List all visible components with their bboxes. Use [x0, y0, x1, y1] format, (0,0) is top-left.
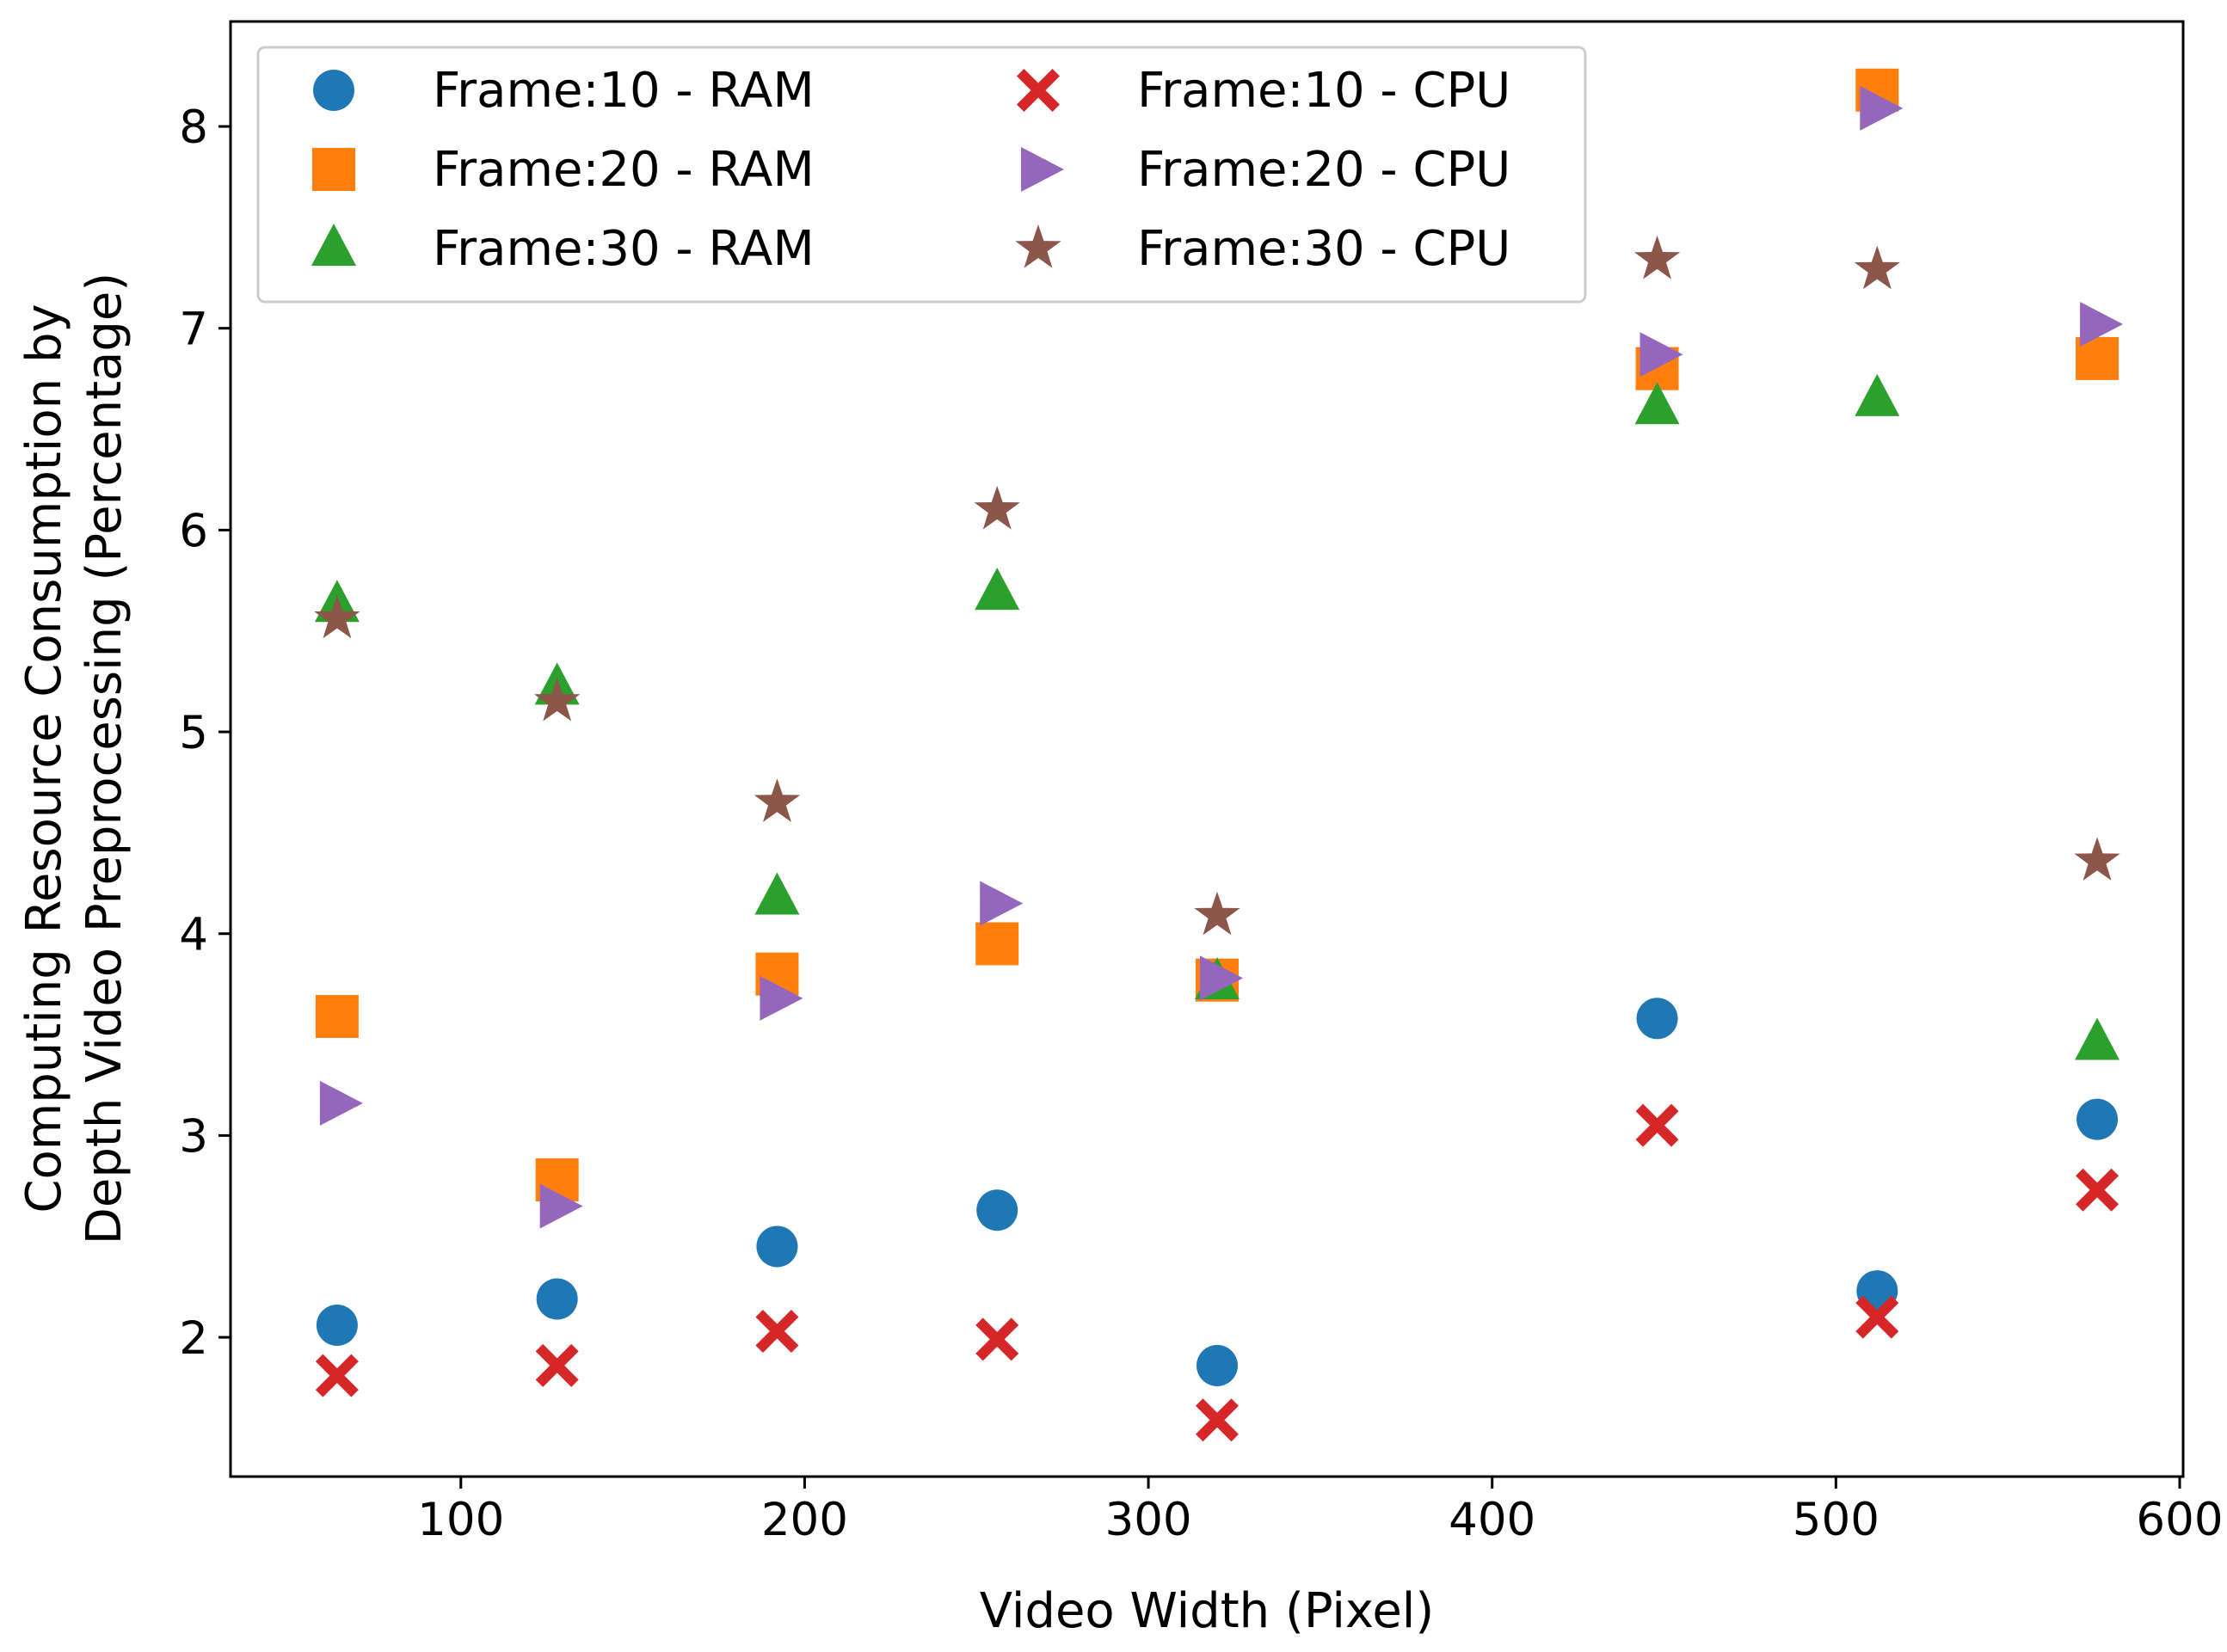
x-tick-label: 500: [1793, 1494, 1879, 1546]
data-point: [760, 975, 803, 1021]
series-frame-30-cpu: [314, 235, 2120, 936]
x-tick-label: 100: [417, 1494, 504, 1546]
data-point: [1855, 373, 1900, 416]
series-frame-20-cpu: [319, 85, 2124, 1229]
y-tick-label: 5: [179, 707, 208, 759]
data-point: [2074, 837, 2120, 881]
x-tick-label: 200: [761, 1494, 848, 1546]
legend-box: [256, 46, 1587, 304]
plot-frame: [229, 20, 2185, 1478]
x-tick-label: 300: [1104, 1494, 1191, 1546]
data-point: [2080, 302, 2124, 347]
data-point: [1639, 332, 1683, 378]
y-tick-label: 3: [179, 1110, 208, 1163]
legend-marker: [1017, 69, 1060, 112]
data-point: [1634, 382, 1680, 425]
data-marks: [314, 68, 2124, 1442]
legend-item: Frame:10 - RAM: [313, 63, 815, 119]
data-point: [976, 1189, 1018, 1231]
legend-item: Frame:30 - CPU: [1015, 221, 1510, 277]
legend-marker: [313, 70, 354, 111]
legend-item: Frame:30 - RAM: [311, 221, 815, 277]
legend-marker: [1021, 147, 1064, 192]
x-axis-ticks: 100 200 300 400 500 600: [417, 1477, 2224, 1546]
data-point: [314, 594, 360, 639]
data-point: [315, 1354, 359, 1397]
y-tick-label: 6: [179, 505, 208, 557]
legend-label: Frame:10 - CPU: [1137, 63, 1510, 119]
data-point: [1633, 235, 1681, 279]
legend-label: Frame:30 - RAM: [433, 221, 815, 277]
legend-item: Frame:10 - CPU: [1017, 63, 1510, 119]
legend: Frame:10 - RAM Frame:20 - RAM Frame:30 - R…: [256, 46, 1587, 304]
y-tick-label: 4: [179, 909, 208, 961]
data-point: [754, 778, 801, 822]
x-axis-label: Video Width (Pixel): [980, 1583, 1434, 1639]
legend-label: Frame:10 - RAM: [433, 63, 815, 119]
data-point: [1635, 1103, 1679, 1147]
data-point: [1199, 955, 1243, 1001]
data-point: [974, 485, 1020, 530]
data-point: [1860, 85, 1904, 131]
data-point: [1854, 245, 1900, 290]
legend-marker: [311, 224, 356, 266]
x-tick-label: 600: [2136, 1494, 2223, 1546]
series-frame-10-ram: [316, 998, 2119, 1386]
y-axis-label-line-1: Computing Resource Consumption by: [16, 304, 72, 1213]
data-point: [534, 677, 581, 722]
data-point: [2075, 1017, 2120, 1060]
data-point: [756, 1225, 798, 1268]
data-point: [975, 568, 1020, 611]
data-point: [980, 881, 1024, 926]
data-point: [315, 994, 359, 1038]
y-axis-label-line-2: Depth Video Preprocessing (Percentage): [77, 273, 132, 1244]
y-tick-label: 2: [179, 1312, 208, 1365]
legend-item: Frame:20 - CPU: [1021, 142, 1510, 198]
x-tick-label: 400: [1449, 1494, 1535, 1546]
data-point: [975, 1317, 1019, 1361]
data-point: [539, 1183, 583, 1229]
y-tick-label: 7: [179, 304, 208, 356]
legend-label: Frame:20 - CPU: [1137, 142, 1510, 198]
axes: 100 200 300 400 500 600 2 3 4 5 6 7 8: [179, 20, 2224, 1546]
y-axis-ticks: 2 3 4 5 6 7 8: [179, 101, 231, 1365]
data-point: [755, 1310, 799, 1354]
data-point: [1195, 1398, 1239, 1442]
data-point: [535, 1343, 579, 1387]
data-point: [2076, 1168, 2119, 1212]
data-point: [1196, 1344, 1238, 1386]
data-point: [536, 1278, 578, 1320]
data-point: [2076, 1098, 2119, 1140]
data-point: [1855, 1295, 1899, 1339]
legend-label: Frame:20 - RAM: [433, 142, 815, 198]
data-point: [1194, 891, 1240, 936]
series-frame-10-cpu: [315, 1103, 2119, 1442]
legend-label: Frame:30 - CPU: [1137, 221, 1510, 277]
data-point: [1636, 998, 1678, 1040]
y-tick-label: 8: [179, 101, 208, 154]
data-point: [754, 872, 800, 915]
data-point: [319, 1080, 363, 1126]
legend-item: Frame:20 - RAM: [312, 142, 815, 198]
legend-marker: [312, 148, 355, 191]
legend-marker: [1015, 224, 1061, 268]
data-point: [316, 1304, 358, 1346]
data-point: [975, 922, 1019, 966]
